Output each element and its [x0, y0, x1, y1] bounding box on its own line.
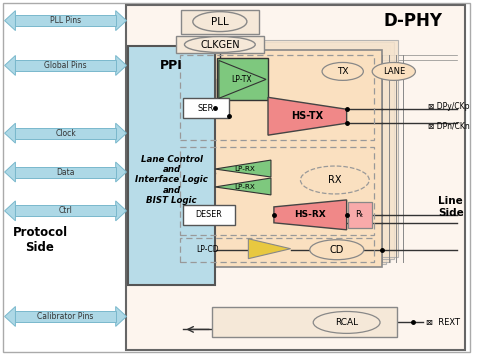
- Text: CLKGEN: CLKGEN: [200, 39, 240, 49]
- Bar: [127, 5, 465, 350]
- Bar: [15, 60, 116, 71]
- Ellipse shape: [193, 12, 247, 32]
- Bar: [15, 311, 116, 322]
- Bar: [15, 166, 116, 178]
- Text: LP-CD: LP-CD: [196, 245, 218, 254]
- Ellipse shape: [322, 62, 363, 80]
- Text: Ctrl: Ctrl: [59, 206, 72, 215]
- Text: ⊠ DPy/CKp: ⊠ DPy/CKp: [428, 102, 470, 111]
- Polygon shape: [116, 123, 127, 143]
- Text: Data: Data: [56, 168, 75, 176]
- Bar: [180, 147, 374, 235]
- Bar: [176, 49, 382, 267]
- Text: Protocol
Side: Protocol Side: [12, 226, 68, 254]
- Bar: [212, 307, 397, 337]
- Text: LP-RX: LP-RX: [234, 184, 255, 190]
- Text: PPI: PPI: [160, 59, 183, 72]
- Bar: [183, 98, 228, 118]
- Ellipse shape: [372, 62, 415, 80]
- Text: Global Pins: Global Pins: [44, 61, 87, 70]
- Text: PLL Pins: PLL Pins: [50, 16, 81, 25]
- Text: Clock: Clock: [55, 129, 76, 138]
- Text: LP-TX: LP-TX: [231, 75, 252, 84]
- Bar: [348, 202, 372, 228]
- Text: LP-RX: LP-RX: [234, 166, 255, 172]
- Polygon shape: [5, 201, 15, 221]
- Bar: [192, 39, 398, 257]
- Polygon shape: [248, 239, 290, 259]
- Polygon shape: [116, 162, 127, 182]
- Polygon shape: [274, 200, 347, 230]
- Bar: [129, 45, 215, 285]
- Text: ⊠ DPn/CKn: ⊠ DPn/CKn: [428, 122, 470, 131]
- Text: Calibrator Pins: Calibrator Pins: [37, 312, 94, 321]
- Ellipse shape: [313, 311, 380, 333]
- Text: RCAL: RCAL: [335, 318, 358, 327]
- Bar: [183, 205, 235, 225]
- Bar: [15, 206, 116, 216]
- Polygon shape: [215, 178, 271, 195]
- Text: SER: SER: [198, 104, 214, 113]
- Text: Rₜ: Rₜ: [355, 211, 363, 219]
- Text: CD: CD: [330, 245, 344, 255]
- Ellipse shape: [310, 240, 364, 260]
- Polygon shape: [219, 60, 266, 98]
- Text: RX: RX: [328, 175, 342, 185]
- Polygon shape: [215, 160, 271, 177]
- Polygon shape: [116, 55, 127, 75]
- Bar: [187, 42, 394, 259]
- Text: D-PHY: D-PHY: [384, 12, 443, 29]
- Text: ⊠  REXT: ⊠ REXT: [426, 318, 460, 327]
- Bar: [180, 10, 259, 34]
- Polygon shape: [5, 123, 15, 143]
- Text: Line
Side: Line Side: [438, 196, 464, 218]
- Polygon shape: [5, 55, 15, 75]
- Polygon shape: [116, 11, 127, 31]
- Bar: [180, 238, 374, 262]
- Text: HS-TX: HS-TX: [291, 111, 324, 121]
- Bar: [180, 55, 374, 140]
- Text: PLL: PLL: [211, 17, 229, 27]
- Text: DESER: DESER: [196, 211, 222, 219]
- Ellipse shape: [184, 37, 255, 53]
- Polygon shape: [116, 201, 127, 221]
- Text: HS-RX: HS-RX: [294, 211, 326, 219]
- Bar: [217, 59, 268, 100]
- Bar: [180, 47, 386, 264]
- Polygon shape: [5, 11, 15, 31]
- Polygon shape: [5, 306, 15, 326]
- Bar: [15, 15, 116, 26]
- Text: Lane Control
and
Interface Logic
and
BIST Logic: Lane Control and Interface Logic and BIS…: [135, 155, 208, 205]
- Bar: [176, 36, 264, 54]
- Polygon shape: [116, 306, 127, 326]
- Bar: [183, 44, 390, 262]
- Polygon shape: [268, 97, 347, 135]
- Text: TX: TX: [337, 67, 348, 76]
- Ellipse shape: [300, 166, 369, 194]
- Text: LANE: LANE: [383, 67, 405, 76]
- Bar: [15, 128, 116, 139]
- Polygon shape: [5, 162, 15, 182]
